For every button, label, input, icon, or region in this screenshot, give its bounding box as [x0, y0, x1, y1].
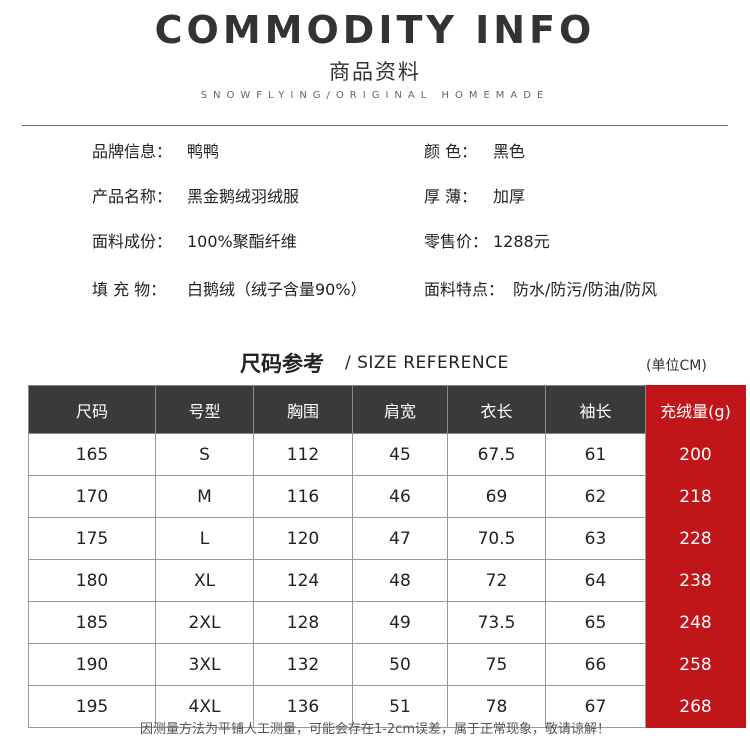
info-value: 黑金鹅绒羽绒服: [187, 187, 300, 206]
table-cell: 66: [545, 643, 646, 686]
table-row: 175 L 120 47 70.5 63 228: [28, 517, 746, 560]
table-row: 185 2XL 128 49 73.5 65 248: [28, 601, 746, 644]
info-label: 颜 色：: [424, 142, 478, 161]
table-cell: 50: [352, 643, 448, 686]
table-cell: 65: [545, 601, 646, 644]
table-cell: 70.5: [447, 517, 546, 560]
table-cell: 248: [645, 601, 746, 644]
table-cell: L: [155, 517, 254, 560]
tagline: SNOWFLYING/ORIGINAL HOMEMADE: [200, 90, 550, 101]
info-value: 黑色: [493, 142, 526, 161]
table-row: 165 S 112 45 67.5 61 200: [28, 433, 746, 476]
table-cell: 51: [352, 685, 448, 728]
table-cell: 124: [253, 559, 353, 602]
table-cell: 78: [447, 685, 546, 728]
info-label: 零售价：: [424, 232, 489, 251]
table-cell: XL: [155, 559, 254, 602]
header-row: 尺码 号型 胸围 肩宽 衣长 袖长 充绒量(g): [28, 385, 746, 434]
header-cell: 肩宽: [352, 385, 448, 434]
table-cell: 69: [447, 475, 546, 518]
table-cell: 45: [352, 433, 448, 476]
table-cell: 67.5: [447, 433, 546, 476]
info-label: 填 充 物：: [92, 280, 167, 299]
table-cell: 228: [645, 517, 746, 560]
header-cell: 衣长: [447, 385, 546, 434]
unit: (单位CM): [646, 358, 707, 374]
table-body: 165 S 112 45 67.5 61 200 170 M 116 46 69 62 218 175 L 12…: [28, 433, 746, 728]
table-cell: M: [155, 475, 254, 518]
table-cell: 112: [253, 433, 353, 476]
table-row: 190 3XL 132 50 75 66 258: [28, 643, 746, 686]
table-cell: 268: [645, 685, 746, 728]
table-cell: 258: [645, 643, 746, 686]
table-cell: 165: [28, 433, 156, 476]
note: 因测量方法为平铺人工测量，可能会存在1-2cm误差，属于正常现象，敬请谅解！: [139, 722, 611, 737]
table-row: 180 XL 124 48 72 64 238: [28, 559, 746, 602]
info-value: 100%聚酯纤维: [187, 232, 297, 251]
title: COMMODITY INFO: [154, 8, 596, 52]
table-cell: 75: [447, 643, 546, 686]
table-cell: 132: [253, 643, 353, 686]
table-cell: 61: [545, 433, 646, 476]
header-cell: 尺码: [28, 385, 156, 434]
table-cell: 200: [645, 433, 746, 476]
table-cell: 128: [253, 601, 353, 644]
info-label: 面料特点：: [424, 280, 505, 299]
size-subtitle: / SIZE REFERENCE: [345, 353, 509, 373]
table-row: 195 4XL 136 51 78 67 268: [28, 685, 746, 728]
table-cell: 170: [28, 475, 156, 518]
info-value: 1288元: [493, 232, 550, 251]
size-table: 尺码 号型 胸围 肩宽 衣长 袖长 充绒量(g) 165 S 112 45 67.5 61 200 170 M…: [28, 385, 746, 728]
table-cell: 195: [28, 685, 156, 728]
table-row: 170 M 116 46 69 62 218: [28, 475, 746, 518]
info-label: 厚 薄：: [424, 187, 478, 206]
table-cell: 116: [253, 475, 353, 518]
table-cell: 67: [545, 685, 646, 728]
table-cell: S: [155, 433, 254, 476]
info-value: 白鹅绒（绒子含量90%）: [187, 280, 367, 299]
table-cell: 73.5: [447, 601, 546, 644]
table-cell: 48: [352, 559, 448, 602]
info-value: 加厚: [493, 187, 526, 206]
subtitle: 商品资料: [329, 60, 421, 84]
info-label: 面料成份：: [92, 232, 173, 251]
header-cell: 袖长: [545, 385, 646, 434]
table-head: 尺码 号型 胸围 肩宽 衣长 袖长 充绒量(g): [28, 385, 746, 434]
info-label: 产品名称：: [92, 187, 173, 206]
header-cell: 号型: [155, 385, 254, 434]
table-cell: 120: [253, 517, 353, 560]
table-cell: 190: [28, 643, 156, 686]
table-cell: 2XL: [155, 601, 254, 644]
table-cell: 4XL: [155, 685, 254, 728]
table-cell: 46: [352, 475, 448, 518]
header-cell: 充绒量(g): [645, 385, 746, 434]
info-value: 鸭鸭: [187, 142, 220, 161]
table-cell: 62: [545, 475, 646, 518]
size-title: 尺码参考: [240, 352, 324, 376]
table-cell: 136: [253, 685, 353, 728]
header-cell: 胸围: [253, 385, 353, 434]
divider: [22, 125, 728, 126]
table-cell: 238: [645, 559, 746, 602]
table-cell: 49: [352, 601, 448, 644]
table-cell: 175: [28, 517, 156, 560]
info-label: 品牌信息：: [92, 142, 173, 161]
table-cell: 64: [545, 559, 646, 602]
table-cell: 47: [352, 517, 448, 560]
table-cell: 218: [645, 475, 746, 518]
table-cell: 63: [545, 517, 646, 560]
table-cell: 3XL: [155, 643, 254, 686]
table-cell: 180: [28, 559, 156, 602]
info-value: 防水/防污/防油/防风: [513, 280, 658, 299]
table-cell: 72: [447, 559, 546, 602]
table-cell: 185: [28, 601, 156, 644]
